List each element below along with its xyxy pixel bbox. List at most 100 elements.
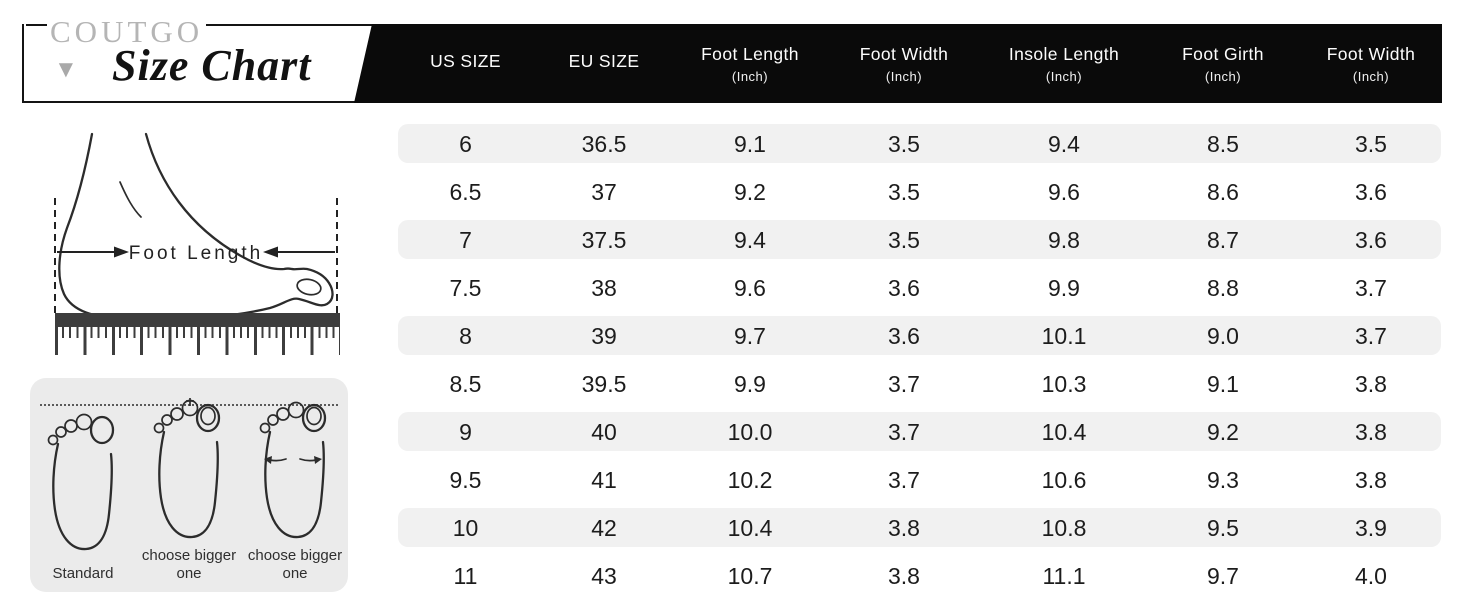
table-cell: 10.1 [1041, 322, 1087, 349]
table-cell: 3.7 [888, 370, 920, 397]
table-cell: 11 [453, 562, 478, 589]
table-row: 10 42 10.4 3.8 10.8 9.5 3.9 [398, 504, 1441, 552]
column-header-foot-girth: Foot Girth (Inch) [1145, 24, 1301, 103]
table-cell: 7.5 [449, 274, 482, 301]
table-row: 9 40 10.0 3.7 10.4 9.2 3.8 [398, 408, 1441, 456]
table-cell: 9.1 [1207, 370, 1239, 397]
brand-header-box: COUTGO ▼ Size Chart [22, 14, 374, 103]
table-cell: 8.5 [1207, 130, 1239, 157]
foot-side-profile-icon: Foot Length [54, 132, 338, 321]
column-header-insole-length: Insole Length (Inch) [983, 24, 1145, 103]
table-cell: 40 [591, 418, 617, 445]
table-row: 7.5 38 9.6 3.6 9.9 8.8 3.7 [398, 264, 1441, 312]
column-header-foot-length: Foot Length (Inch) [675, 24, 825, 103]
table-cell: 3.8 [888, 562, 920, 589]
column-header-eu-size: EU SIZE [533, 24, 675, 103]
table-cell: 36.5 [581, 130, 627, 157]
table-row: 6 36.5 9.1 3.5 9.4 8.5 3.5 [398, 120, 1441, 168]
table-cell: 37.5 [581, 226, 627, 253]
table-cell: 3.5 [1355, 130, 1387, 157]
column-header-foot-width: Foot Width (Inch) [825, 24, 983, 103]
table-cell: 3.5 [888, 130, 920, 157]
column-label: Foot Length [701, 43, 799, 64]
toe-alignment-dotted-line [40, 404, 338, 406]
table-cell: 7 [459, 226, 472, 253]
table-cell: 9.5 [449, 466, 482, 493]
column-header-foot-width-2: Foot Width (Inch) [1301, 24, 1441, 103]
table-cell: 3.7 [1355, 274, 1387, 301]
column-header-us-size: US SIZE [398, 24, 533, 103]
table-cell: 3.6 [1355, 226, 1387, 253]
table-row: 8 39 9.7 3.6 10.1 9.0 3.7 [398, 312, 1441, 360]
table-cell: 9.1 [734, 130, 766, 157]
column-unit: (Inch) [1045, 68, 1083, 84]
table-cell: 6 [459, 130, 472, 157]
table-body: 6 36.5 9.1 3.5 9.4 8.5 3.5 6.5 37 9.2 3.5 9.6 8.6 3.6… [398, 120, 1441, 600]
table-cell: 3.7 [888, 418, 920, 445]
table-cell: 8.5 [449, 370, 482, 397]
table-cell: 10.2 [727, 466, 773, 493]
table-cell: 10.3 [1041, 370, 1087, 397]
foot-length-label: Foot Length [129, 243, 263, 264]
table-cell: 10.0 [727, 418, 773, 445]
table-cell: 10.8 [1041, 514, 1087, 541]
column-label: Insole Length [1008, 43, 1120, 64]
table-cell: 9.3 [1207, 466, 1239, 493]
fit-label-standard: Standard [52, 565, 114, 583]
table-cell: 8.7 [1207, 226, 1239, 253]
column-label: Foot Width [859, 43, 949, 64]
table-cell: 3.7 [888, 466, 920, 493]
table-cell: 9.9 [734, 370, 766, 397]
table-cell: 8.8 [1207, 274, 1239, 301]
table-cell: 39.5 [581, 370, 627, 397]
table-cell: 37 [591, 178, 617, 205]
table-cell: 42 [591, 514, 617, 541]
table-row: 11 43 10.7 3.8 11.1 9.7 4.0 [398, 552, 1441, 600]
column-unit: (Inch) [731, 68, 769, 84]
table-cell: 8.6 [1207, 178, 1239, 205]
table-cell: 3.6 [888, 274, 920, 301]
table-cell: 10.6 [1041, 466, 1087, 493]
table-cell: 9.7 [1207, 562, 1239, 589]
table-cell: 10.7 [727, 562, 773, 589]
table-cell: 8 [459, 322, 472, 349]
table-cell: 3.8 [888, 514, 920, 541]
fit-guide-panel: Standard choose bigger one choose bigger… [30, 378, 348, 592]
table-cell: 9.7 [734, 322, 766, 349]
table-cell: 3.8 [1355, 466, 1387, 493]
table-header-bar: US SIZE EU SIZE Foot Length (Inch) Foot … [354, 24, 1442, 103]
column-unit: (Inch) [1204, 68, 1242, 84]
page-title: Size Chart [112, 41, 312, 90]
table-cell: 4.0 [1355, 562, 1387, 589]
table-cell: 9.6 [1048, 178, 1080, 205]
brand-name: COUTGO [50, 14, 204, 49]
table-cell: 9.8 [1048, 226, 1080, 253]
table-cell: 10.4 [727, 514, 773, 541]
table-header-row: US SIZE EU SIZE Foot Length (Inch) Foot … [398, 24, 1441, 103]
table-cell: 3.8 [1355, 418, 1387, 445]
column-label: Foot Width [1326, 43, 1416, 64]
table-cell: 3.7 [1355, 322, 1387, 349]
table-row: 7 37.5 9.4 3.5 9.8 8.7 3.6 [398, 216, 1441, 264]
table-cell: 38 [591, 274, 617, 301]
table-cell: 3.9 [1355, 514, 1387, 541]
table-cell: 3.8 [1355, 370, 1387, 397]
table-cell: 9.6 [734, 274, 766, 301]
table-cell: 41 [591, 466, 617, 493]
table-cell: 3.6 [1355, 178, 1387, 205]
table-row: 6.5 37 9.2 3.5 9.6 8.6 3.6 [398, 168, 1441, 216]
column-unit: (Inch) [1352, 68, 1390, 84]
table-cell: 10 [452, 514, 479, 541]
table-cell: 11.1 [1042, 562, 1086, 589]
column-unit: (Inch) [885, 68, 923, 84]
table-cell: 39 [591, 322, 617, 349]
table-cell: 9.5 [1207, 514, 1239, 541]
table-cell: 9 [459, 418, 472, 445]
table-cell: 6.5 [449, 178, 482, 205]
table-row: 9.5 41 10.2 3.7 10.6 9.3 3.8 [398, 456, 1441, 504]
table-cell: 3.6 [888, 322, 920, 349]
table-cell: 9.2 [734, 178, 766, 205]
fit-label-choose-bigger-1: choose bigger one [141, 546, 237, 583]
column-label: EU SIZE [568, 51, 640, 71]
